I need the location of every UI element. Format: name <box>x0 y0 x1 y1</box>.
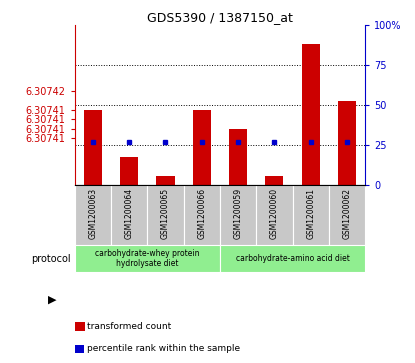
Bar <box>256 185 293 245</box>
Text: transformed count: transformed count <box>87 322 171 331</box>
Text: GSM1200065: GSM1200065 <box>161 188 170 239</box>
Text: GSM1200066: GSM1200066 <box>197 188 206 239</box>
Bar <box>156 176 175 185</box>
Text: GSM1200061: GSM1200061 <box>306 188 315 239</box>
Bar <box>75 245 220 272</box>
Bar <box>220 185 256 245</box>
Text: carbohydrate-amino acid diet: carbohydrate-amino acid diet <box>236 254 349 263</box>
Bar <box>147 185 183 245</box>
Bar <box>75 185 111 245</box>
Bar <box>229 129 247 185</box>
Text: ▶: ▶ <box>48 294 56 305</box>
Bar <box>193 110 211 185</box>
Text: protocol: protocol <box>32 253 71 264</box>
Text: GSM1200059: GSM1200059 <box>234 188 243 239</box>
Title: GDS5390 / 1387150_at: GDS5390 / 1387150_at <box>147 11 293 24</box>
Bar <box>120 157 138 185</box>
Text: GSM1200063: GSM1200063 <box>88 188 98 239</box>
Text: percentile rank within the sample: percentile rank within the sample <box>87 344 240 353</box>
Text: GSM1200062: GSM1200062 <box>342 188 352 239</box>
Bar <box>293 185 329 245</box>
Bar <box>265 176 283 185</box>
Bar <box>329 185 365 245</box>
Text: GSM1200060: GSM1200060 <box>270 188 279 239</box>
Bar <box>302 44 320 185</box>
Bar <box>220 245 365 272</box>
Bar <box>338 101 356 185</box>
Bar <box>84 110 102 185</box>
Text: GSM1200064: GSM1200064 <box>124 188 134 239</box>
Bar <box>183 185 220 245</box>
Bar <box>111 185 147 245</box>
Text: carbohydrate-whey protein
hydrolysate diet: carbohydrate-whey protein hydrolysate di… <box>95 249 200 268</box>
